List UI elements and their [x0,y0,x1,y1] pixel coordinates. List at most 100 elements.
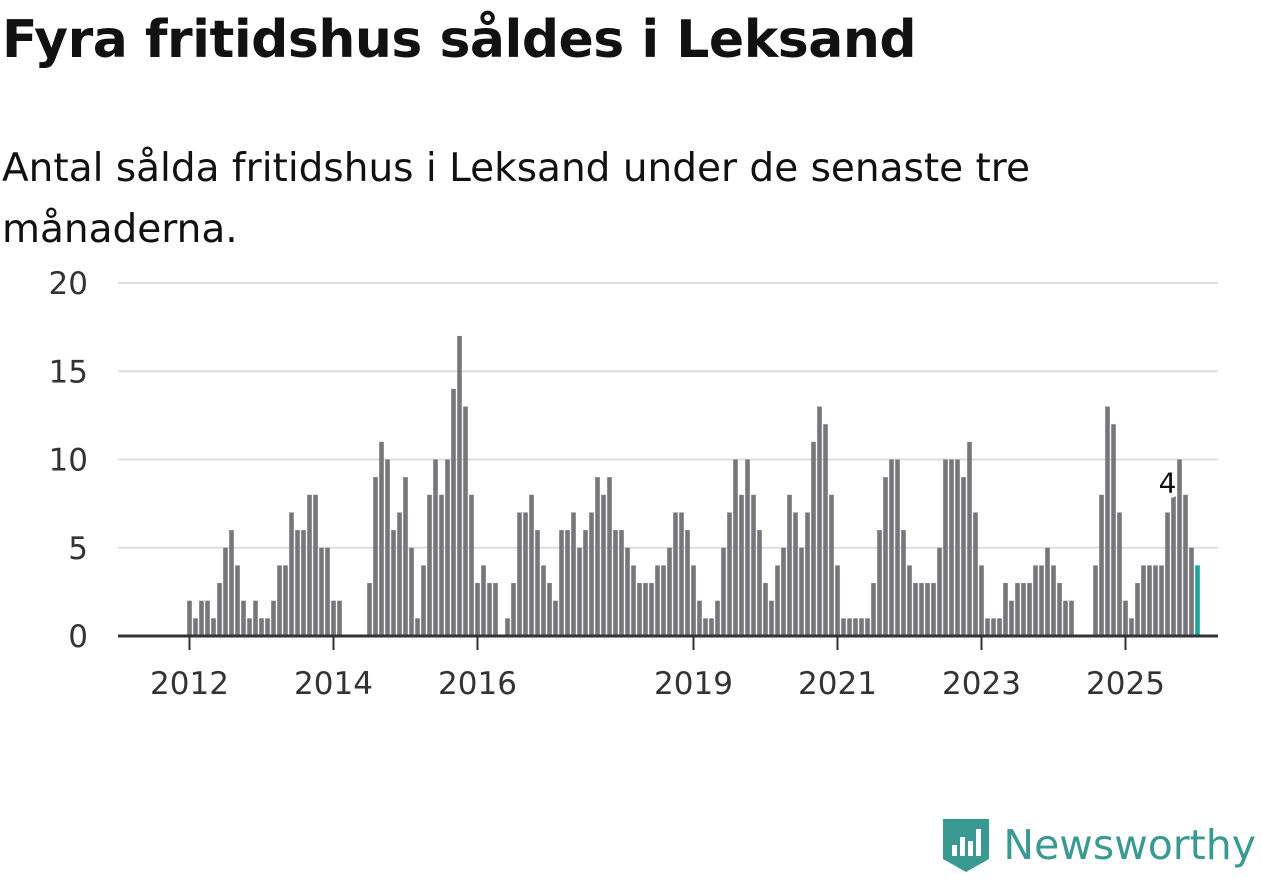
bar [607,477,612,636]
x-axis: 2012 2014 2016 2019 2021 2023 2025 [118,634,1218,702]
bar [877,530,882,636]
y-tick-label: 0 [68,619,88,655]
bar [271,600,276,636]
bar [577,547,582,636]
bar [1069,600,1074,636]
bar [1123,600,1128,636]
bar [289,512,294,636]
bar [469,494,474,636]
x-tick-label: 2023 [942,666,1021,702]
bar [745,459,750,636]
bar [1099,494,1104,636]
brand-logo: Newsworthy [941,817,1256,873]
bar [475,583,480,636]
bar [637,583,642,636]
bar [937,547,942,636]
bar [643,583,648,636]
bar [991,618,996,636]
newsworthy-logo-icon [943,819,990,872]
annotations: 4 [1158,466,1177,499]
bar [1111,424,1116,636]
bar [1063,600,1068,636]
bar [997,618,1002,636]
bar [595,477,600,636]
bar [319,547,324,636]
bar [331,600,336,636]
bar [211,618,216,636]
x-tick-label: 2014 [294,666,373,702]
bar [1039,565,1044,636]
bar [751,494,756,636]
bar [985,618,990,636]
bar [805,512,810,636]
bar [799,547,804,636]
bar [1135,583,1140,636]
bar [1093,565,1098,636]
bar [601,494,606,636]
bar [787,494,792,636]
bar [1189,547,1194,636]
bar [391,530,396,636]
bar [379,441,384,636]
bar [295,530,300,636]
bar [625,547,630,636]
bar [823,424,828,636]
bar [1021,583,1026,636]
bar [1057,583,1062,636]
bar [565,530,570,636]
bar [553,600,558,636]
bar [883,477,888,636]
bar [769,600,774,636]
bar [847,618,852,636]
bar [427,494,432,636]
bar [1105,406,1110,636]
bar [457,335,462,636]
bar [367,583,372,636]
bar [841,618,846,636]
bar [715,600,720,636]
brand-name: Newsworthy [1003,821,1256,869]
y-tick-label: 20 [49,266,88,302]
bar [1159,565,1164,636]
bar [187,600,192,636]
bar [739,494,744,636]
bar [775,565,780,636]
bar [517,512,522,636]
bar [241,600,246,636]
bar [253,600,258,636]
gridlines [118,282,1218,549]
bar [559,530,564,636]
bar [613,530,618,636]
bar [1045,547,1050,636]
bar [757,530,762,636]
bar [817,406,822,636]
bar [931,583,936,636]
bar [505,618,510,636]
annotation-latest-value: 4 [1159,466,1177,499]
bar [979,565,984,636]
bar [259,618,264,636]
bar [1003,583,1008,636]
bar [421,565,426,636]
bar [583,530,588,636]
y-tick-label: 15 [49,354,88,390]
bar [313,494,318,636]
bar [451,388,456,636]
bar [871,583,876,636]
bar [1015,583,1020,636]
bar [667,547,672,636]
bar [835,565,840,636]
bar [727,512,732,636]
bar [523,512,528,636]
bar [301,530,306,636]
bar [193,618,198,636]
bar-latest [1195,565,1200,636]
annotation-halo [1158,469,1177,498]
bar [535,530,540,636]
bar [481,565,486,636]
bar [373,477,378,636]
bar [385,459,390,636]
bar [223,547,228,636]
bar [697,600,702,636]
